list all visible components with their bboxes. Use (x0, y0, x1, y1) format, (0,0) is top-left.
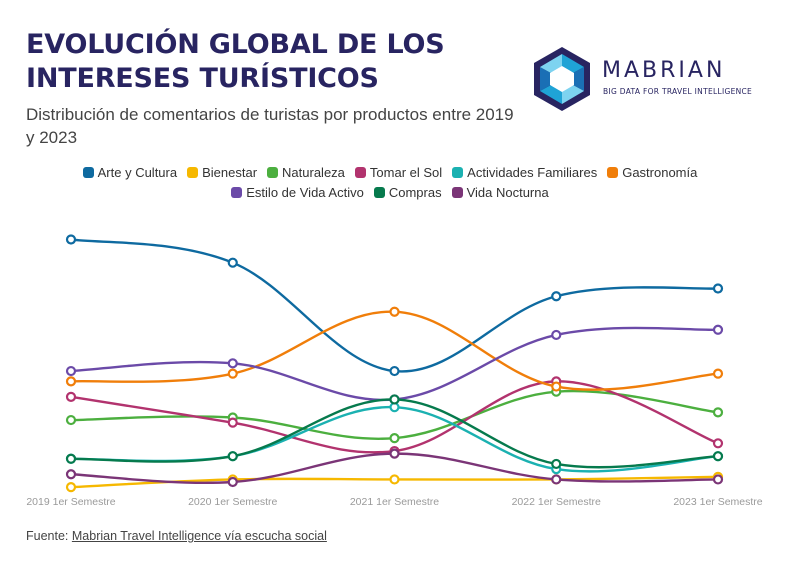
legend-swatch (607, 166, 619, 178)
legend-swatch (267, 166, 279, 178)
data-point[interactable] (389, 306, 400, 317)
legend-label: Arte y Cultura (97, 164, 178, 180)
x-tick-label: 2020 1er Semestre (188, 496, 277, 508)
x-tick-label: 2019 1er Semestre (26, 496, 115, 508)
source-note: Fuente: Mabrian Travel Intelligence vía … (26, 529, 327, 543)
data-point[interactable] (712, 451, 724, 462)
data-point[interactable] (227, 257, 238, 268)
source-label: Fuente: (26, 529, 69, 543)
legend-swatch (452, 166, 464, 178)
chart-legend: Arte y Cultura Bienestar Naturaleza Tomar e… (40, 163, 740, 201)
legend-swatch (451, 186, 463, 198)
series-line[interactable] (70, 310, 719, 391)
legend-label: Estilo de Vida Activo (246, 184, 364, 200)
data-point[interactable] (551, 474, 562, 485)
data-point[interactable] (712, 368, 724, 379)
series-arte-y-cultura (65, 234, 724, 377)
legend-label: Bienestar (202, 164, 258, 180)
line-chart: 2019 1er Semestre 2020 1er Semestre 2021 1… (26, 234, 763, 508)
series-compras (65, 394, 724, 470)
legend-label: Gastronomía (622, 164, 698, 180)
legend-label: Tomar el Sol (369, 164, 443, 180)
data-point[interactable] (551, 329, 562, 341)
x-tick-label: 2021 1er Semestre (350, 496, 439, 508)
data-point[interactable] (551, 291, 562, 302)
data-point[interactable] (65, 414, 77, 426)
chart-title: EVOLUCIÓN GLOBAL DE LOS INTERESES TURÍST… (26, 29, 445, 94)
data-point[interactable] (227, 358, 238, 369)
legend-item[interactable]: Gastronomía (607, 163, 697, 181)
mabrian-logo: MABRIAN BIG DATA FOR TRAVEL INTELLIGENCE (530, 46, 770, 112)
legend-swatch (373, 186, 385, 198)
logo-wordmark: MABRIAN (602, 58, 726, 83)
legend-item[interactable]: Estilo de Vida Activo (231, 183, 364, 201)
data-point[interactable] (712, 283, 724, 294)
data-point[interactable] (65, 391, 77, 402)
data-point[interactable] (389, 365, 400, 377)
data-point[interactable] (65, 469, 77, 480)
data-point[interactable] (65, 376, 77, 387)
legend-swatch (231, 186, 243, 198)
legend-label: Naturaleza (282, 164, 345, 180)
mabrian-logo-mark (534, 47, 590, 111)
legend-item[interactable]: Bienestar (187, 163, 257, 181)
legend-item[interactable]: Compras (373, 183, 442, 201)
data-point[interactable] (65, 453, 77, 464)
data-point[interactable] (227, 476, 238, 488)
data-point[interactable] (389, 448, 400, 459)
data-point[interactable] (389, 433, 400, 444)
data-point[interactable] (389, 474, 400, 485)
legend-item[interactable]: Actividades Familiares (452, 163, 597, 181)
x-tick-label: 2022 1er Semestre (512, 496, 601, 508)
series-vida-nocturna (65, 448, 724, 488)
source-link[interactable]: Mabrian Travel Intelligence vía escucha … (71, 529, 327, 543)
data-point[interactable] (712, 474, 724, 485)
legend-item[interactable]: Arte y Cultura (82, 163, 178, 181)
legend-swatch (354, 166, 366, 178)
legend-swatch (187, 166, 199, 178)
data-point[interactable] (227, 368, 238, 379)
data-point[interactable] (712, 438, 724, 449)
chart-subtitle: Distribución de comentarios de turistas … (26, 105, 514, 147)
legend-item[interactable]: Vida Nocturna (451, 183, 549, 201)
data-point[interactable] (227, 451, 238, 462)
data-point[interactable] (65, 482, 77, 493)
logo-tagline: BIG DATA FOR TRAVEL INTELLIGENCE (603, 87, 753, 96)
legend-label: Vida Nocturna (466, 184, 549, 200)
data-point[interactable] (65, 365, 77, 377)
x-tick-label: 2023 1er Semestre (673, 496, 762, 508)
data-point[interactable] (551, 458, 562, 470)
series-estilo-de-vida-activo (65, 324, 724, 405)
series-line[interactable] (70, 238, 719, 373)
legend-item[interactable]: Naturaleza (267, 163, 345, 181)
legend-label: Actividades Familiares (467, 164, 598, 180)
data-point[interactable] (712, 324, 724, 335)
legend-item[interactable]: Tomar el Sol (354, 163, 443, 181)
data-point[interactable] (551, 381, 562, 392)
legend-swatch (82, 166, 94, 178)
data-point[interactable] (65, 234, 77, 245)
data-point[interactable] (389, 394, 400, 405)
data-point[interactable] (227, 417, 238, 428)
legend-label: Compras (388, 184, 442, 200)
series-gastronomía (65, 306, 724, 392)
data-point[interactable] (712, 407, 724, 418)
